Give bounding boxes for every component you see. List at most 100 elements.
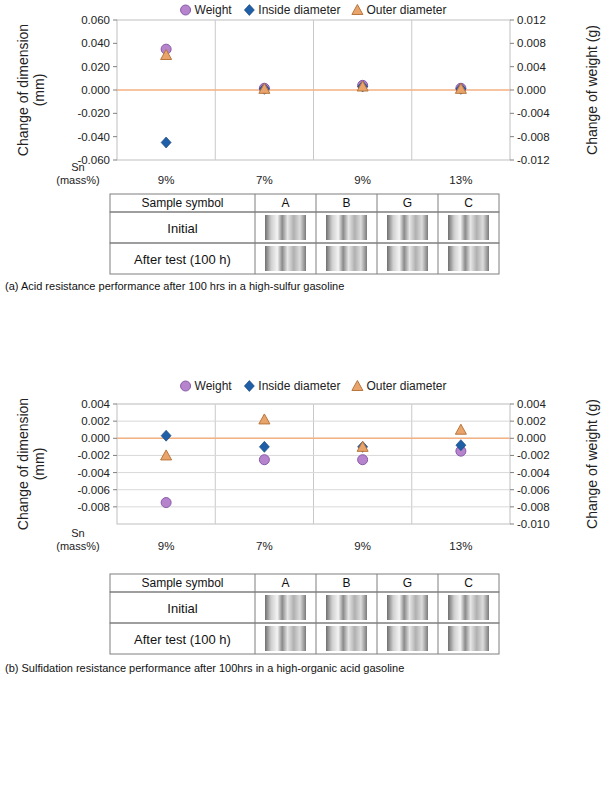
- x-axis-title: (mass%): [56, 540, 99, 552]
- y-axis-title-line: Change of dimension: [15, 24, 31, 156]
- y-tick-label: 0.020: [81, 61, 110, 73]
- reference-line: [117, 89, 510, 91]
- y-tick-label: -0.002: [77, 449, 110, 461]
- grid-line-y: [117, 506, 510, 507]
- sample-photo: [387, 215, 428, 240]
- point: [161, 430, 171, 441]
- y2-tick: [510, 421, 514, 422]
- table-row-label: After test (100 h): [134, 632, 231, 647]
- legend-marker: [181, 381, 191, 391]
- grid-line-x: [313, 404, 314, 524]
- table-row-label: Initial: [167, 221, 197, 236]
- point: [358, 455, 368, 465]
- y-tick: [113, 438, 117, 439]
- y-tick: [113, 472, 117, 473]
- y-axis-title-line: (mm): [31, 74, 47, 107]
- legend-marker: [352, 5, 363, 15]
- table-col-line: [377, 574, 378, 654]
- reference-line: [117, 438, 510, 440]
- y2-tick: [510, 136, 514, 137]
- legend-label: Outer diameter: [366, 3, 446, 17]
- grid-line-y: [117, 404, 510, 405]
- y2-tick: [510, 455, 514, 456]
- table-col-line: [255, 194, 256, 274]
- y2-tick-label: -0.008: [517, 131, 550, 143]
- y2-tick-label: 0.012: [517, 14, 546, 26]
- marks: [161, 414, 467, 508]
- grid-line-y: [117, 421, 510, 422]
- point: [259, 83, 270, 93]
- y2-tick-label: 0.008: [517, 37, 546, 49]
- table-header: G: [403, 576, 412, 590]
- x-tick-label: 9%: [354, 540, 371, 552]
- point: [161, 498, 171, 508]
- sample-photo: [387, 246, 428, 271]
- table-col-line: [316, 194, 317, 274]
- grid-line-y: [117, 438, 510, 439]
- y2-tick: [510, 113, 514, 114]
- caption: (b) Sulfidation resistance performance a…: [5, 662, 404, 674]
- plot-frame: [117, 20, 510, 160]
- y-axis-title-line: Change of dimension: [15, 398, 31, 530]
- y-tick-label: 0.002: [81, 415, 110, 427]
- y-tick: [113, 455, 117, 456]
- table: Sample symbolABGCInitialAfter test (100 …: [110, 574, 499, 654]
- y2-tick-label: 0.000: [517, 84, 546, 96]
- y-tick-label: -0.004: [77, 467, 110, 479]
- sample-photo: [326, 215, 367, 240]
- sample-photo: [265, 246, 306, 271]
- y2-tick-label: -0.002: [517, 449, 550, 461]
- x-tick-label: 9%: [158, 540, 175, 552]
- x-tick-label: 7%: [256, 174, 273, 186]
- y2-tick: [510, 524, 514, 525]
- y2-tick: [510, 160, 514, 161]
- figure: 0.0600.0400.0200.000-0.020-0.040-0.0600.…: [0, 0, 611, 807]
- y2-tick: [510, 66, 514, 67]
- y2-tick-label: 0.000: [517, 432, 546, 444]
- table-row: [110, 243, 499, 274]
- y-tick: [113, 421, 117, 422]
- y2-tick-label: -0.012: [517, 154, 550, 166]
- point: [259, 455, 269, 465]
- y2-tick-label: -0.004: [517, 467, 550, 479]
- point: [259, 441, 269, 452]
- y-tick: [113, 489, 117, 490]
- point: [161, 450, 172, 460]
- point: [358, 81, 368, 92]
- table-row: [110, 212, 499, 243]
- table-header-row: [110, 194, 499, 212]
- y-tick: [113, 404, 117, 405]
- legend-marker: [352, 381, 363, 391]
- table-row-label: After test (100 h): [134, 252, 231, 267]
- y2-tick-label: 0.002: [517, 415, 546, 427]
- x-tick-label: 13%: [449, 174, 472, 186]
- y-tick: [113, 160, 117, 161]
- table-col-line: [438, 194, 439, 274]
- table-header: B: [342, 576, 350, 590]
- y2-tick: [510, 90, 514, 91]
- x-tick-label: 9%: [158, 174, 175, 186]
- grid-line-y: [117, 472, 510, 473]
- table-header: C: [464, 196, 473, 210]
- point: [161, 137, 171, 148]
- legend: WeightInside diameterOuter diameter: [181, 379, 447, 393]
- y2-tick: [510, 438, 514, 439]
- grid-line-y: [117, 489, 510, 490]
- y-tick: [113, 113, 117, 114]
- point: [259, 83, 269, 94]
- y-axis-title: Change of dimension(mm): [15, 398, 47, 530]
- sample-photo: [448, 215, 489, 240]
- y2-tick: [510, 43, 514, 44]
- y-tick-label: 0.000: [81, 84, 110, 96]
- y2-tick: [510, 489, 514, 490]
- sample-photo: [448, 595, 489, 620]
- y-tick: [113, 20, 117, 21]
- y-axis-title: Change of dimension(mm): [15, 24, 47, 156]
- y-tick: [113, 136, 117, 137]
- y-tick-label: 0.000: [81, 432, 110, 444]
- table-col-line: [438, 574, 439, 654]
- y-tick: [113, 66, 117, 67]
- legend-marker: [244, 381, 254, 392]
- x-axis-title: (mass%): [56, 174, 99, 186]
- caption: (a) Acid resistance performance after 10…: [5, 280, 344, 292]
